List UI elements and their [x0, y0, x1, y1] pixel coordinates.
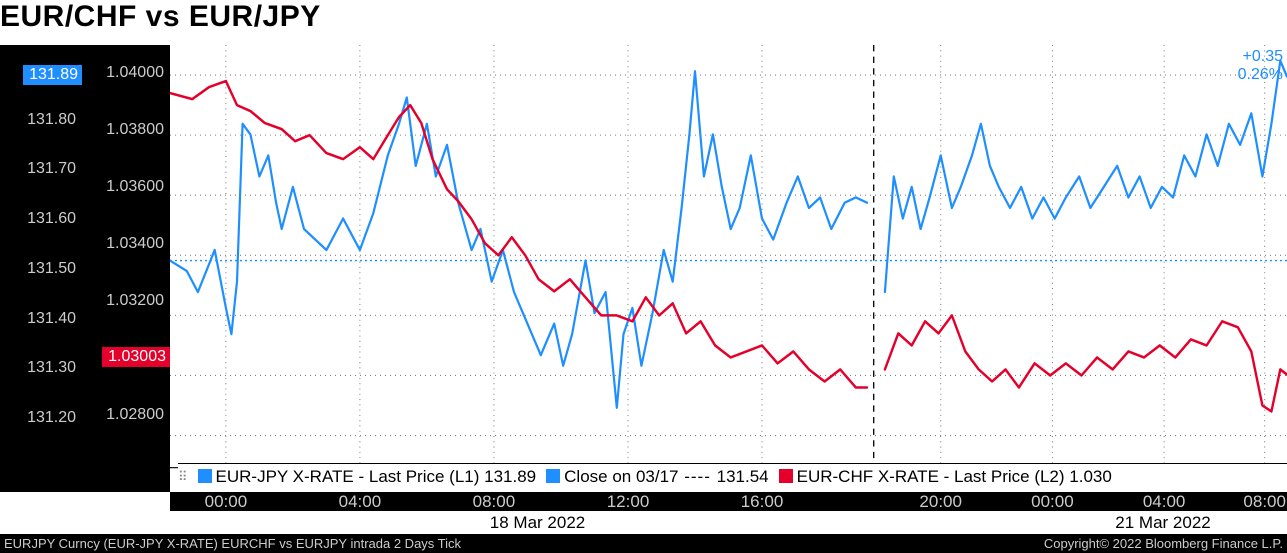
legend-value: 131.89 [484, 467, 536, 486]
legend-swatch [546, 469, 560, 483]
x-axis-band: 00:00 04:00 08:00 12:00 16:00 20:00 00:00 04:00… [170, 492, 1287, 511]
x-axis-tick: 04:00 [1143, 492, 1186, 512]
x-axis-date-label: 21 Mar 2022 [1115, 513, 1210, 533]
left-axis-tick: 131.50 [27, 260, 76, 278]
left-axis-tick: 131.80 [27, 111, 76, 129]
legend-value: 1.030 [1069, 467, 1112, 486]
legend-item: EUR-CHF X-RATE - Last Price (L2) 1.030 [779, 467, 1112, 487]
right-axis-tick: 1.03600 [106, 178, 164, 196]
legend: ⠿ EUR-JPY X-RATE - Last Price (L1) 131.89… [178, 463, 1287, 488]
x-axis-tick: 08:00 [473, 492, 516, 512]
legend-value: 131.54 [717, 467, 769, 486]
plot-area [170, 45, 1287, 492]
legend-dash-icon: ---- [679, 467, 717, 486]
price-change-abs: +0.35 [1238, 48, 1283, 66]
legend-swatch [779, 469, 793, 483]
left-axis-band: 131.20 131.30 131.40 131.50 131.60 131.70 131.… [0, 45, 82, 492]
left-axis-tick: 131.70 [27, 160, 76, 178]
x-axis-tick: 12:00 [607, 492, 650, 512]
right-axis-band: 1.028001.030001.032001.034001.036001.038… [82, 45, 170, 492]
footer-left: EURJPY Curncy (EUR-JPY X-RATE) EURCHF vs… [4, 536, 461, 551]
right-axis-tick: 1.03400 [106, 235, 164, 253]
left-axis-tick: 131.30 [27, 359, 76, 377]
left-axis-tick: 131.40 [27, 310, 76, 328]
x-axis-tick: 04:00 [339, 492, 382, 512]
right-axis-marker: 1.03003 [102, 347, 170, 367]
footer-right: Copyright© 2022 Bloomberg Finance L.P. [1044, 536, 1283, 551]
x-axis-tick: 00:00 [1031, 492, 1074, 512]
series-line [885, 61, 1287, 292]
right-axis-tick: 1.03800 [106, 121, 164, 139]
footer-bar: EURJPY Curncy (EUR-JPY X-RATE) EURCHF vs… [0, 534, 1287, 553]
left-axis-tick: 131.20 [27, 409, 76, 427]
x-axis-tick: 00:00 [205, 492, 248, 512]
chart-title: EUR/CHF vs EUR/JPY [0, 0, 321, 34]
legend-text: EUR-JPY X-RATE - Last Price (L1) [216, 467, 480, 486]
legend-text: Close on 03/17 [564, 467, 678, 486]
right-axis-tick: 1.04000 [106, 64, 164, 82]
legend-item: EUR-JPY X-RATE - Last Price (L1) 131.89 [198, 467, 537, 487]
right-axis-tick: 1.03200 [106, 292, 164, 310]
x-axis-date-label: 18 Mar 2022 [490, 513, 585, 533]
right-axis-tick: 1.02800 [106, 406, 164, 424]
price-change-readout: +0.35 0.26% [1238, 48, 1283, 85]
legend-text: EUR-CHF X-RATE - Last Price (L2) [797, 467, 1065, 486]
legend-swatch [198, 469, 212, 483]
legend-drag-handle-icon[interactable]: ⠿ [178, 469, 188, 485]
legend-item: Close on 03/17 ---- 131.54 [546, 467, 768, 487]
chart-svg [170, 45, 1287, 492]
series-line [885, 315, 1287, 411]
left-axis-marker: 131.89 [23, 65, 82, 85]
left-axis-tick: 131.60 [27, 210, 76, 228]
x-axis-tick: 16:00 [741, 492, 784, 512]
x-axis-tick: 20:00 [919, 492, 962, 512]
x-axis-tick: 08:00 [1243, 492, 1286, 512]
price-change-pct: 0.26% [1238, 66, 1283, 84]
